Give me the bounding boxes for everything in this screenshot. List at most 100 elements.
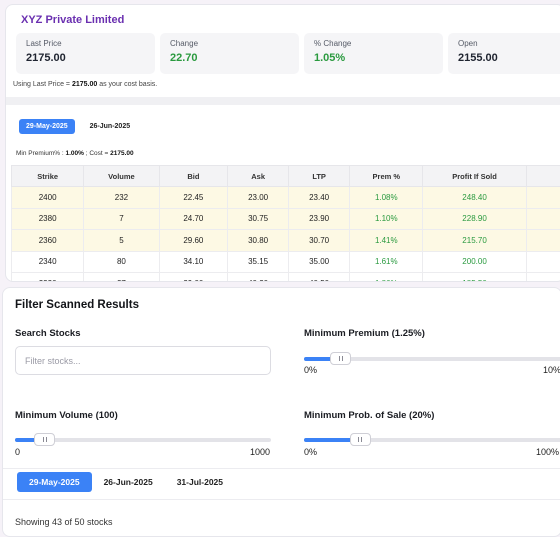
stat-last-price: Last Price 2175.00 xyxy=(16,33,155,74)
min-volume-max: 1000 xyxy=(250,447,270,457)
cell-profit: 248.40 xyxy=(423,187,526,209)
min-premium-prefix: Min Premium% : xyxy=(16,150,64,157)
col-profit-if-sold[interactable]: Profit If Sold xyxy=(423,166,526,187)
table-header-row: Strike Volume Bid Ask LTP Prem % Profit … xyxy=(12,166,560,187)
slider-fill xyxy=(304,438,356,442)
min-prob-label: Minimum Prob. of Sale (20%) xyxy=(304,410,434,421)
cell-profit: 228.90 xyxy=(423,208,526,230)
cell-volume: 27 xyxy=(84,273,159,283)
table-row[interactable]: 2380 7 24.70 30.75 23.90 1.10% 228.90 xyxy=(12,208,560,230)
table-row[interactable]: 2340 80 34.10 35.15 35.00 1.61% 200.00 xyxy=(12,251,560,273)
table-row[interactable]: 2360 5 29.60 30.80 30.70 1.41% 215.70 xyxy=(12,230,560,252)
table-row[interactable]: 2320 27 39.00 40.20 40.50 1.86% 185.50 xyxy=(12,273,560,283)
expiry-tab-29-may[interactable]: 29-May-2025 xyxy=(17,472,92,492)
table-row[interactable]: 2400 232 22.45 23.00 23.40 1.08% 248.40 xyxy=(12,187,560,209)
col-ask[interactable]: Ask xyxy=(228,166,289,187)
basis-prefix: Using Last Price = xyxy=(13,81,70,88)
section-divider-band xyxy=(6,97,560,105)
min-premium-cost: 2175.00 xyxy=(110,150,134,157)
slider-thumb[interactable] xyxy=(350,433,371,446)
cell-prem-pct: 1.10% xyxy=(350,208,423,230)
cell-ask: 35.15 xyxy=(228,251,289,273)
stat-change: Change 22.70 xyxy=(160,33,299,74)
cell-prem-pct: 1.08% xyxy=(350,187,423,209)
stat-value: 2175.00 xyxy=(26,52,145,64)
stat-label: % Change xyxy=(314,39,433,48)
cell-profit: 200.00 xyxy=(423,251,526,273)
cell-volume: 5 xyxy=(84,230,159,252)
min-premium-mid: ; Cost = xyxy=(86,150,109,157)
expiry-tabs-bottom: 29-May-2025 26-Jun-2025 31-Jul-2025 xyxy=(17,472,235,492)
cell-ltp: 23.40 xyxy=(289,187,350,209)
cell-ask: 30.80 xyxy=(228,230,289,252)
cell-ltp: 35.00 xyxy=(289,251,350,273)
min-premium-value: 1.00% xyxy=(66,150,84,157)
stat-label: Last Price xyxy=(26,39,145,48)
stat-value: 1.05% xyxy=(314,52,433,64)
stat-value: 2155.00 xyxy=(458,52,560,64)
cell-bid: 24.70 xyxy=(159,208,227,230)
cell-bid: 39.00 xyxy=(159,273,227,283)
search-label: Search Stocks xyxy=(15,328,80,339)
results-count: Showing 43 of 50 stocks xyxy=(15,517,113,527)
cell-ltp: 30.70 xyxy=(289,230,350,252)
filter-title: Filter Scanned Results xyxy=(15,299,139,311)
expiry-tab-29-may[interactable]: 29-May-2025 xyxy=(19,119,75,134)
col-prem-pct[interactable]: Prem % xyxy=(350,166,423,187)
cell-prem-pct: 1.86% xyxy=(350,273,423,283)
cell-strike: 2340 xyxy=(12,251,84,273)
stat-value: 22.70 xyxy=(170,52,289,64)
slider-thumb[interactable] xyxy=(34,433,55,446)
expiry-tabs-top: 29-May-2025 26-Jun-2025 xyxy=(19,119,145,134)
stat-label: Open xyxy=(458,39,560,48)
basis-value: 2175.00 xyxy=(72,81,97,88)
min-volume-min: 0 xyxy=(15,447,20,457)
col-ltp[interactable]: LTP xyxy=(289,166,350,187)
cell-bid: 29.60 xyxy=(159,230,227,252)
cell-extra xyxy=(526,230,560,252)
cell-ask: 30.75 xyxy=(228,208,289,230)
min-premium-min: 0% xyxy=(304,365,317,375)
min-prob-slider[interactable] xyxy=(304,438,560,442)
company-name: XYZ Private Limited xyxy=(21,14,124,26)
cell-strike: 2400 xyxy=(12,187,84,209)
cell-ask: 40.20 xyxy=(228,273,289,283)
expiry-tab-31-jul[interactable]: 31-Jul-2025 xyxy=(165,472,235,492)
cell-strike: 2380 xyxy=(12,208,84,230)
options-chain-table: Strike Volume Bid Ask LTP Prem % Profit … xyxy=(11,165,560,282)
col-bid[interactable]: Bid xyxy=(159,166,227,187)
min-premium-slider[interactable] xyxy=(304,357,560,361)
stat-open: Open 2155.00 xyxy=(448,33,560,74)
min-volume-label: Minimum Volume (100) xyxy=(15,410,118,421)
col-strike[interactable]: Strike xyxy=(12,166,84,187)
cell-extra xyxy=(526,251,560,273)
cell-volume: 232 xyxy=(84,187,159,209)
min-volume-slider[interactable] xyxy=(15,438,271,442)
min-prob-min: 0% xyxy=(304,447,317,457)
cell-extra xyxy=(526,187,560,209)
search-input[interactable] xyxy=(15,346,271,375)
cell-profit: 215.70 xyxy=(423,230,526,252)
min-premium-note: Min Premium% : 1.00% ; Cost = 2175.00 xyxy=(16,150,134,157)
col-extra xyxy=(526,166,560,187)
col-volume[interactable]: Volume xyxy=(84,166,159,187)
min-premium-max: 10% xyxy=(543,365,560,375)
min-premium-label: Minimum Premium (1.25%) xyxy=(304,328,425,339)
expiry-tab-26-jun[interactable]: 26-Jun-2025 xyxy=(92,472,165,492)
stock-summary-card: XYZ Private Limited Last Price 2175.00 C… xyxy=(5,4,560,282)
cell-ltp: 23.90 xyxy=(289,208,350,230)
cell-volume: 7 xyxy=(84,208,159,230)
filter-panel: Filter Scanned Results Search Stocks Min… xyxy=(2,287,560,537)
cell-prem-pct: 1.61% xyxy=(350,251,423,273)
min-prob-max: 100% xyxy=(536,447,559,457)
cell-strike: 2320 xyxy=(12,273,84,283)
cell-bid: 22.45 xyxy=(159,187,227,209)
expiry-tab-26-jun[interactable]: 26-Jun-2025 xyxy=(83,119,137,134)
cell-ask: 23.00 xyxy=(228,187,289,209)
basis-suffix: as your cost basis. xyxy=(99,81,157,88)
cell-ltp: 40.50 xyxy=(289,273,350,283)
cell-strike: 2360 xyxy=(12,230,84,252)
cell-extra xyxy=(526,208,560,230)
cell-volume: 80 xyxy=(84,251,159,273)
slider-thumb[interactable] xyxy=(330,352,351,365)
